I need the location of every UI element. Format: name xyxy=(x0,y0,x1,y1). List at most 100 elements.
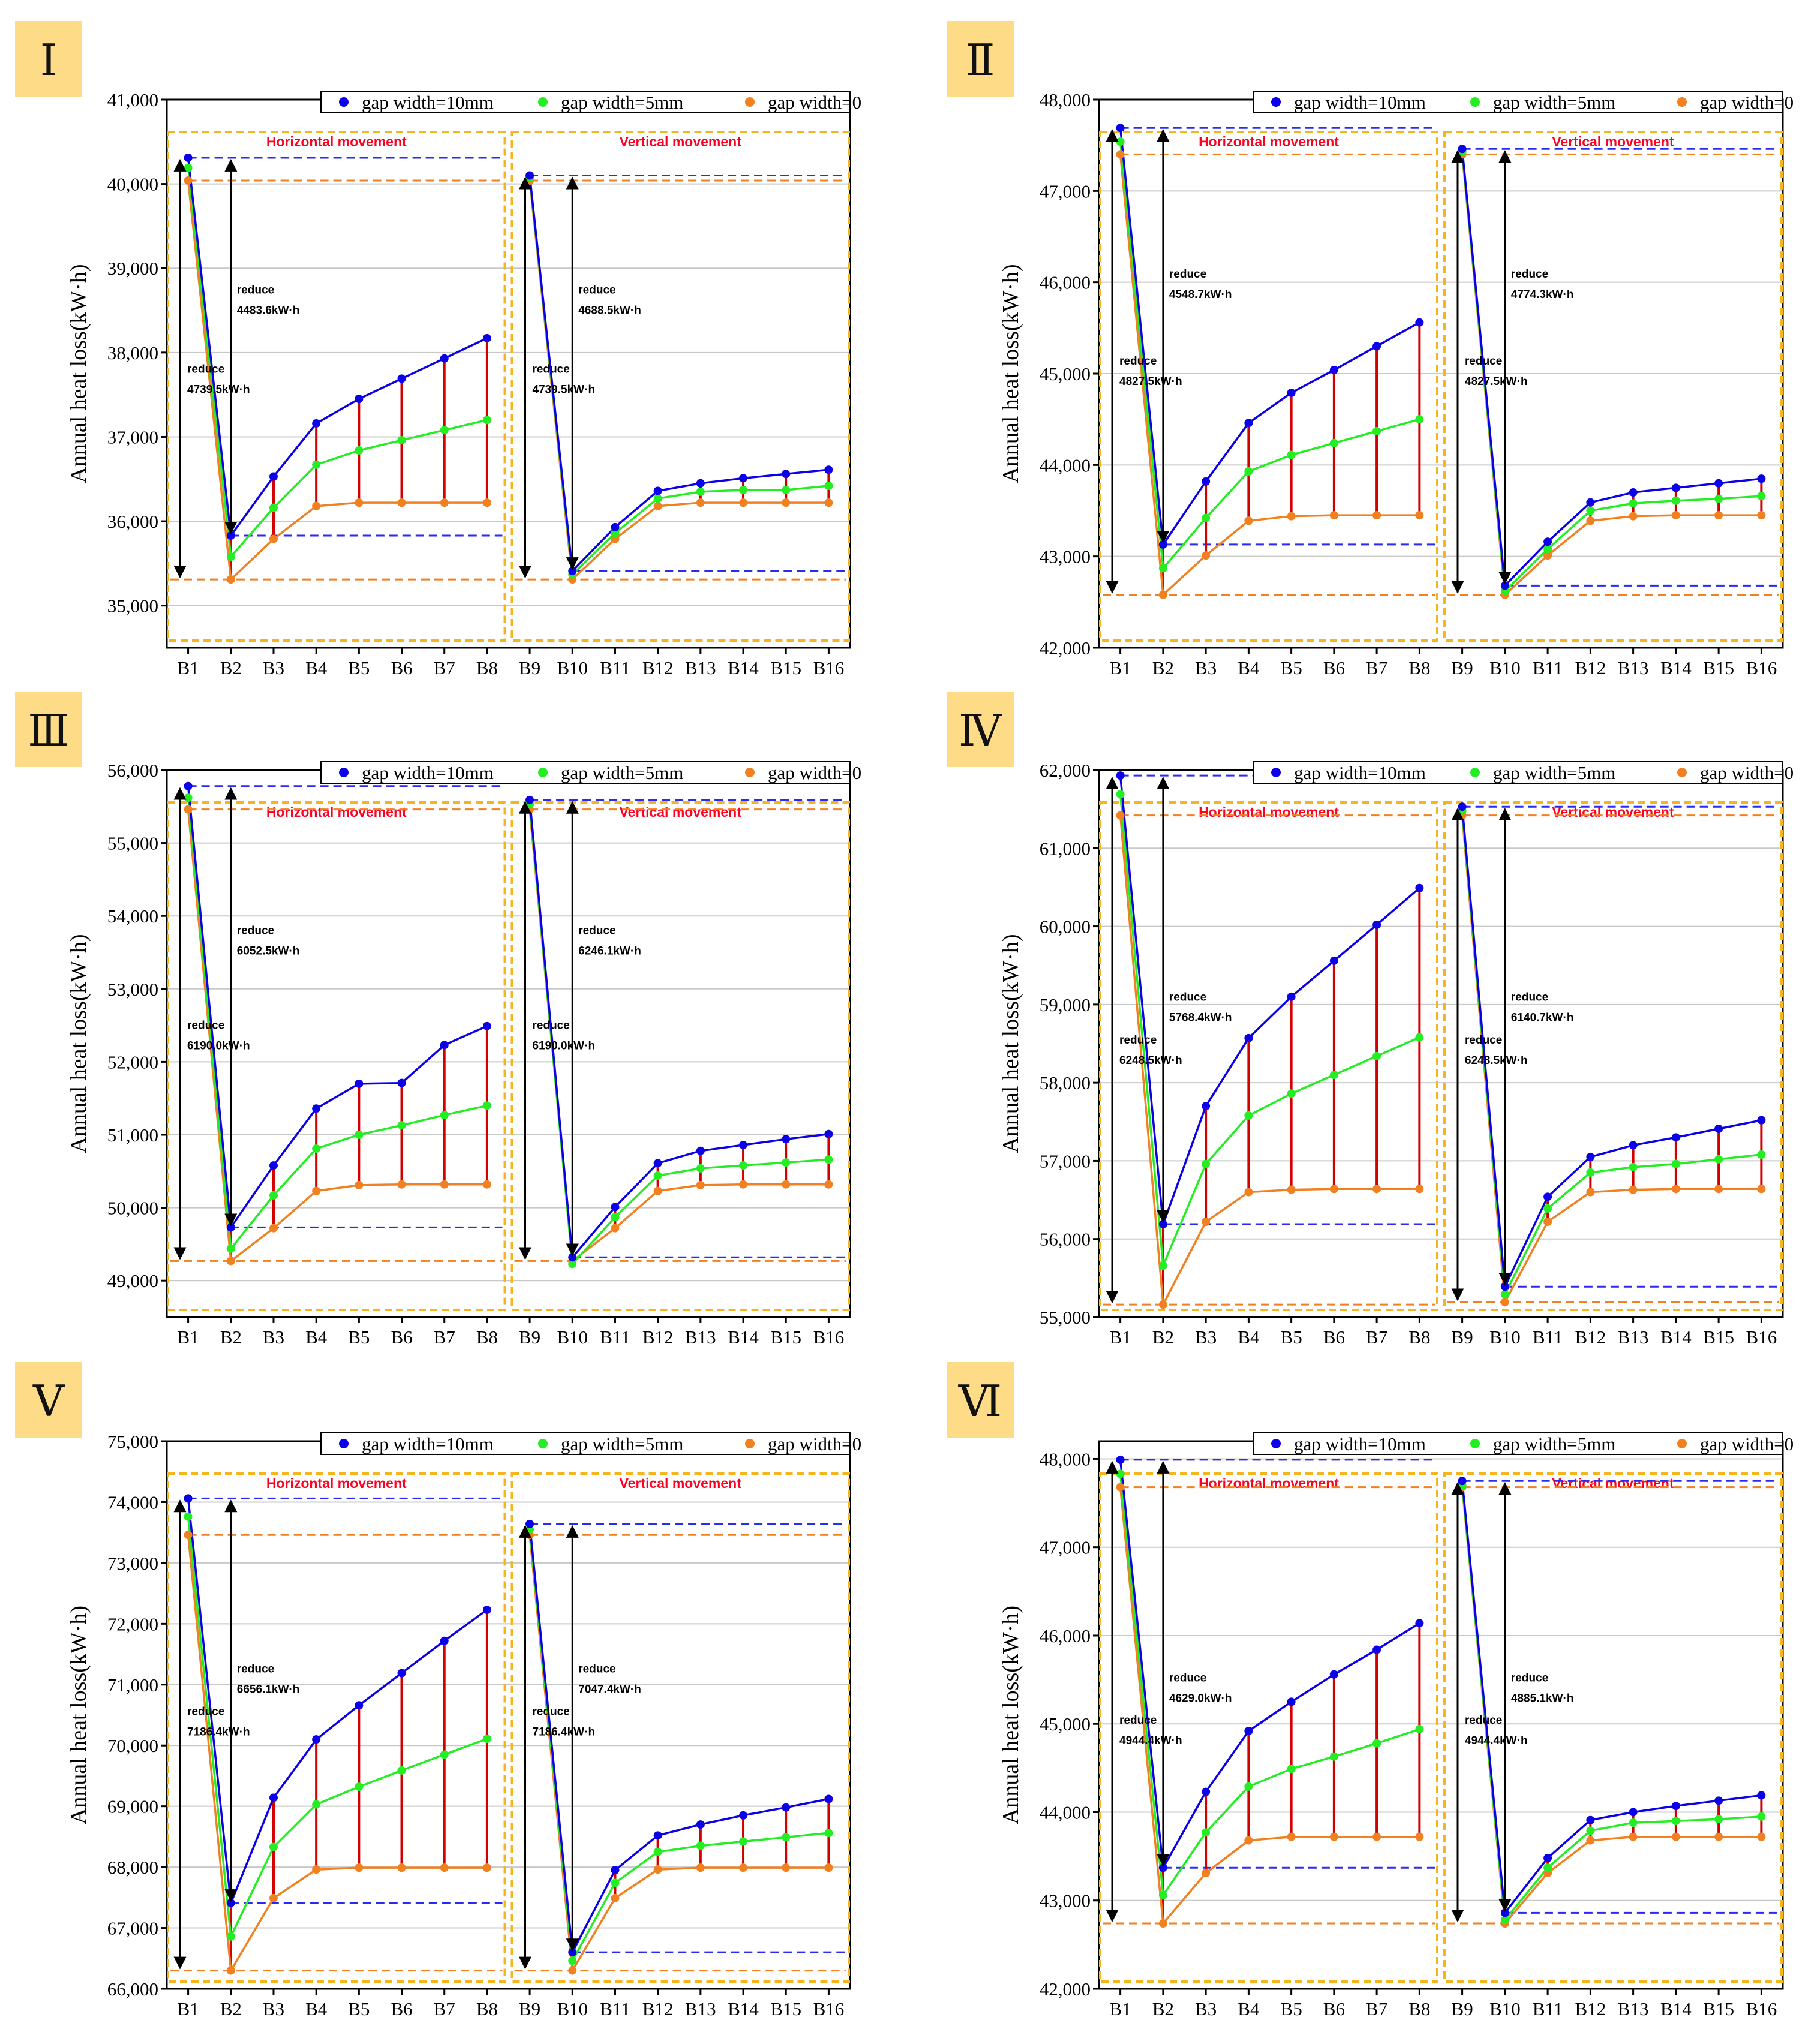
data-point xyxy=(1415,1832,1424,1841)
data-point xyxy=(1287,512,1296,521)
plot-frame xyxy=(1098,1440,1784,1990)
data-point xyxy=(1202,1102,1211,1111)
data-point xyxy=(1629,1162,1638,1171)
data-point xyxy=(1629,512,1638,521)
legend-marker xyxy=(1271,768,1281,777)
data-point xyxy=(184,805,193,814)
data-point xyxy=(1714,1832,1723,1841)
data-point xyxy=(1586,1836,1595,1845)
data-point xyxy=(1500,1916,1509,1925)
region-frame xyxy=(510,131,850,642)
region-frame xyxy=(167,131,506,642)
series-line xyxy=(1119,815,1420,1309)
region-frame xyxy=(167,801,506,1311)
region-frame xyxy=(510,801,850,1311)
data-point xyxy=(482,1021,491,1030)
y-tick-label: 70,000 xyxy=(107,1735,158,1756)
data-point xyxy=(1244,1033,1253,1042)
legend-box xyxy=(320,761,851,784)
x-tick-label: B1 xyxy=(1110,1327,1131,1348)
y-tick-label: 44,000 xyxy=(1040,455,1091,476)
data-point xyxy=(611,1213,620,1222)
y-tick-label: 56,000 xyxy=(1040,1229,1091,1250)
data-point xyxy=(1329,956,1338,965)
data-point xyxy=(1500,1290,1509,1299)
data-point xyxy=(184,1494,193,1503)
y-tick-label: 73,000 xyxy=(107,1553,158,1574)
x-tick-label: B9 xyxy=(1452,1327,1473,1348)
data-point xyxy=(1287,992,1296,1001)
data-point xyxy=(1244,419,1253,428)
x-tick-label: B16 xyxy=(1746,657,1777,678)
y-tick-label: 41,000 xyxy=(107,89,158,110)
x-tick-label: B4 xyxy=(305,1327,328,1348)
series-line xyxy=(1461,1485,1762,1923)
data-point xyxy=(1757,1832,1766,1841)
annotation-text: reduce xyxy=(578,1663,615,1675)
data-point xyxy=(184,781,193,790)
x-tick-label: B12 xyxy=(642,1327,674,1348)
legend-marker xyxy=(1677,1439,1687,1448)
legend-marker xyxy=(1677,768,1687,777)
data-point xyxy=(397,374,406,383)
x-tick-label: B15 xyxy=(770,657,801,678)
data-point xyxy=(1543,537,1552,546)
data-point xyxy=(355,1701,364,1710)
data-point xyxy=(696,479,705,488)
data-point xyxy=(1372,1645,1381,1654)
legend-marker xyxy=(1271,97,1281,107)
y-tick-label: 62,000 xyxy=(1040,760,1091,781)
x-tick-label: B11 xyxy=(600,1327,630,1348)
y-tick-label: 50,000 xyxy=(107,1198,158,1219)
x-tick-label: B2 xyxy=(1152,657,1174,678)
y-tick-label: 57,000 xyxy=(1040,1150,1091,1171)
annotation-text: reduce xyxy=(1465,1714,1502,1727)
legend-label: gap width=5mm xyxy=(1493,92,1615,113)
data-point xyxy=(1586,506,1595,515)
y-tick-label: 69,000 xyxy=(107,1796,158,1817)
panel-label: Ⅲ xyxy=(28,705,69,756)
x-tick-label: B12 xyxy=(642,657,674,678)
series-line xyxy=(1461,815,1762,1306)
data-point xyxy=(1757,1185,1766,1194)
data-point xyxy=(1671,1832,1680,1841)
y-tick-label: 45,000 xyxy=(1040,1714,1091,1735)
data-point xyxy=(269,1161,278,1170)
panel-label: Ⅳ xyxy=(959,705,1002,756)
x-tick-label: B1 xyxy=(178,1998,199,2019)
y-tick-label: 37,000 xyxy=(107,426,158,447)
region-title: Horizontal movement xyxy=(1199,134,1339,149)
chart-panel-4: Ⅳ 55,000 56,000 57,000 58,000 59,000 60,000 61,… xyxy=(947,692,1794,1348)
x-tick-label: B3 xyxy=(1195,657,1217,678)
annotation-text: reduce xyxy=(1511,1672,1548,1685)
y-tick-label: 47,000 xyxy=(1040,1537,1091,1558)
series-line xyxy=(1119,775,1420,1225)
data-point xyxy=(1458,145,1467,154)
y-tick-label: 39,000 xyxy=(107,258,158,279)
data-point xyxy=(482,1606,491,1615)
annotation-text: reduce xyxy=(1169,1672,1206,1685)
series-line xyxy=(528,180,829,582)
data-point xyxy=(1116,771,1125,780)
data-point xyxy=(226,1257,235,1266)
series-line xyxy=(187,786,488,1231)
x-tick-label: B15 xyxy=(770,1327,801,1348)
panel-label-badge xyxy=(947,692,1014,767)
annotation-text: reduce xyxy=(237,925,274,937)
data-point xyxy=(184,793,193,802)
data-point xyxy=(1714,494,1723,503)
data-point xyxy=(653,494,662,503)
x-tick-label: B11 xyxy=(1533,657,1563,678)
plot-frame xyxy=(166,769,851,1318)
annotation-text: reduce xyxy=(533,1706,570,1718)
legend-box xyxy=(1253,1432,1783,1455)
annotation-text: reduce xyxy=(1465,1034,1502,1047)
data-point xyxy=(1586,498,1595,507)
data-point xyxy=(1415,1185,1424,1194)
y-tick-label: 72,000 xyxy=(107,1613,158,1634)
series-line xyxy=(1119,141,1420,571)
data-point xyxy=(568,1260,577,1269)
y-axis-label: Annual heat loss(kW·h) xyxy=(66,264,91,483)
data-point xyxy=(1372,511,1381,520)
data-point xyxy=(355,498,364,507)
